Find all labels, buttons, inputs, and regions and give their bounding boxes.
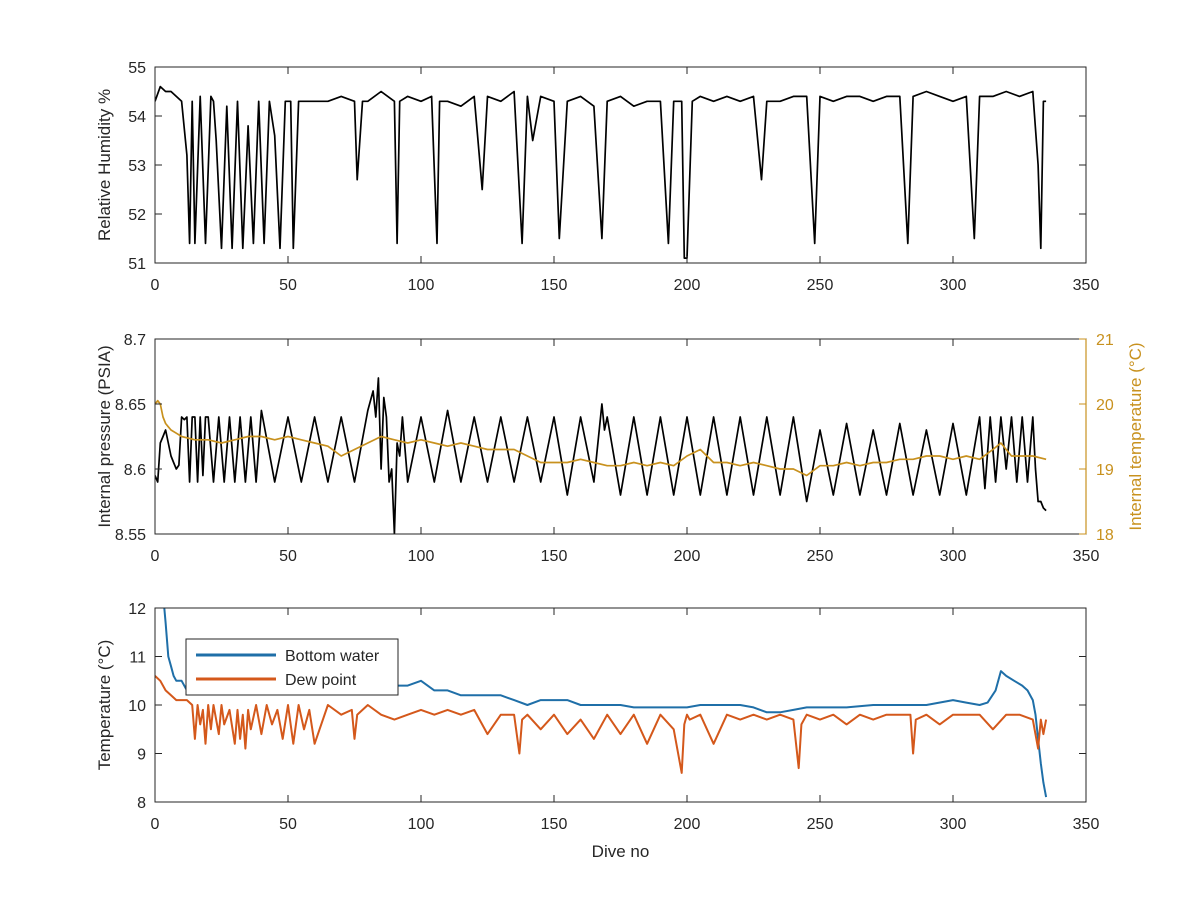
y-tick-label: 52 [128, 207, 146, 224]
x-tick-label: 250 [807, 548, 834, 565]
y-tick-label: 8.55 [115, 527, 146, 544]
y-axis-label: Temperature (°C) [95, 640, 114, 771]
x-tick-label: 200 [674, 277, 701, 294]
x-tick-label: 0 [151, 548, 160, 565]
x-tick-label: 350 [1073, 548, 1100, 565]
x-tick-label: 0 [151, 277, 160, 294]
y-tick-label: 51 [128, 256, 146, 273]
y-tick-label: 53 [128, 158, 146, 175]
x-tick-label: 50 [279, 277, 297, 294]
y-axis-label: Internal pressure (PSIA) [95, 345, 114, 527]
y-right-tick-label: 18 [1096, 527, 1114, 544]
x-tick-label: 150 [541, 548, 568, 565]
chart-panel-1: 0 50 100 150 200 250 300 350 51 52 53 54 55 Relative … [95, 60, 1099, 294]
x-tick-label: 200 [674, 816, 701, 833]
x-tick-label: 100 [408, 277, 435, 294]
chart-panel-2: 0 50 100 150 200 250 300 350 8.55 8.6 8.65 8.7 18 19 2… [95, 332, 1145, 565]
y-axis-label: Relative Humidity % [95, 89, 114, 241]
x-tick-label: 300 [940, 277, 967, 294]
legend: Bottom water Dew point [185, 638, 399, 696]
series-line-dew-point [155, 675, 1048, 774]
y-tick-label: 8.65 [115, 397, 146, 414]
legend-entry: Bottom water [285, 648, 380, 665]
series-line-series-1 [155, 85, 1047, 259]
y-tick-label: 8.7 [124, 332, 146, 349]
series-line-internal-temperature [155, 399, 1047, 477]
x-tick-label: 50 [279, 548, 297, 565]
x-tick-label: 50 [279, 816, 297, 833]
legend-box [185, 638, 399, 696]
y-tick-label: 55 [128, 60, 146, 77]
x-tick-label: 150 [541, 277, 568, 294]
y-tick-label: 12 [128, 601, 146, 618]
y-tick-label: 8 [137, 795, 146, 812]
series-line-series-1 [155, 377, 1047, 534]
x-tick-label: 300 [940, 548, 967, 565]
x-tick-label: 250 [807, 816, 834, 833]
y-right-axis-label: Internal temperature (°C) [1126, 342, 1145, 530]
y-tick-label: 54 [128, 109, 146, 126]
legend-entry: Dew point [285, 672, 357, 689]
x-tick-label: 350 [1073, 277, 1100, 294]
y-tick-label: 11 [129, 650, 146, 667]
y-tick-label: 9 [137, 747, 146, 764]
x-tick-label: 150 [541, 816, 568, 833]
x-tick-label: 100 [408, 816, 435, 833]
x-tick-label: 300 [940, 816, 967, 833]
y-right-tick-label: 21 [1096, 332, 1114, 349]
x-tick-label: 350 [1073, 816, 1100, 833]
y-tick-label: 8.6 [124, 462, 146, 479]
x-axis-label: Dive no [592, 842, 650, 861]
y-right-tick-label: 20 [1096, 397, 1114, 414]
x-tick-label: 100 [408, 548, 435, 565]
x-tick-label: 250 [807, 277, 834, 294]
chart-panel-3: 0 50 100 150 200 250 300 350 8 9 10 11 12 Temperature… [95, 601, 1100, 861]
y-right-tick-label: 19 [1096, 462, 1114, 479]
x-tick-label: 0 [151, 816, 160, 833]
y-tick-label: 10 [128, 698, 146, 715]
x-tick-label: 200 [674, 548, 701, 565]
